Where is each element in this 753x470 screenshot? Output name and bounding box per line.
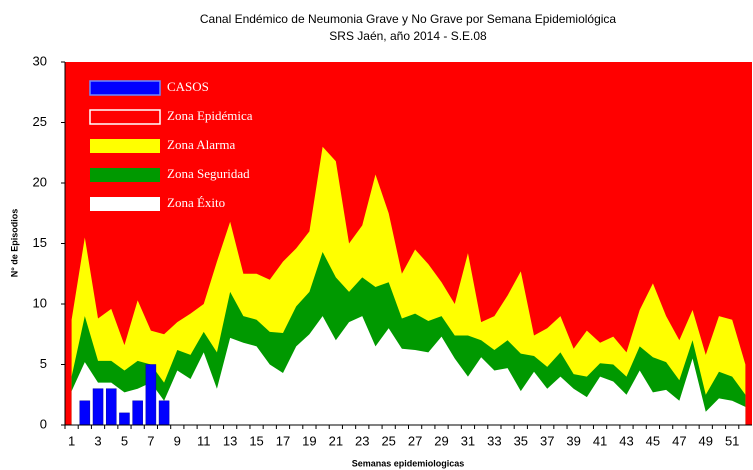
x-tick-label: 17 [276, 433, 290, 448]
legend-label: Zona Éxito [167, 195, 225, 210]
x-tick-label: 31 [461, 433, 475, 448]
legend-label: Zona Epidémica [167, 108, 253, 123]
x-tick-label: 1 [68, 433, 75, 448]
bar [92, 388, 104, 426]
x-tick-label: 19 [302, 433, 316, 448]
x-tick-label: 35 [514, 433, 528, 448]
x-tick-label: 3 [94, 433, 101, 448]
bar [119, 412, 130, 426]
bar [105, 388, 117, 426]
y-tick-label: 10 [33, 295, 47, 310]
bar [158, 400, 170, 426]
x-tick-label: 47 [672, 433, 686, 448]
legend-swatch [89, 109, 161, 125]
x-axis-label: Semanas epidemiologicas [352, 458, 465, 468]
area [71, 316, 746, 425]
y-axis-label: N° de Episodios [9, 209, 19, 278]
y-tick-label: 20 [33, 174, 47, 189]
y-tick-label: 15 [33, 235, 47, 250]
bar [132, 400, 143, 426]
x-tick-label: 5 [121, 433, 128, 448]
y-tick-label: 25 [33, 114, 47, 129]
x-tick-label: 29 [434, 433, 448, 448]
legend-swatch [90, 139, 160, 153]
legend-label: Zona Seguridad [167, 166, 250, 181]
x-tick-label: 21 [329, 433, 343, 448]
legend-label: Zona Alarma [167, 137, 235, 152]
y-tick-label: 5 [40, 356, 47, 371]
legend-label: CASOS [167, 79, 209, 94]
chart-subtitle: SRS Jaén, año 2014 - S.E.08 [329, 29, 487, 43]
x-tick-label: 25 [381, 433, 395, 448]
x-tick-label: 45 [646, 433, 660, 448]
bar [79, 400, 91, 426]
y-tick-label: 0 [40, 416, 47, 431]
legend-swatch [89, 80, 161, 96]
chart-title: Canal Endémico de Neumonia Grave y No Gr… [200, 12, 617, 26]
x-tick-label: 9 [174, 433, 181, 448]
x-tick-label: 33 [487, 433, 501, 448]
x-tick-label: 37 [540, 433, 554, 448]
x-tick-label: 27 [408, 433, 422, 448]
x-tick-label: 13 [223, 433, 237, 448]
x-tick-label: 23 [355, 433, 369, 448]
x-tick-label: 49 [699, 433, 713, 448]
x-tick-label: 11 [197, 433, 211, 448]
y-tick-label: 30 [33, 53, 47, 68]
bar [145, 364, 157, 426]
legend-swatch [90, 197, 160, 211]
x-tick-label: 39 [566, 433, 580, 448]
x-tick-label: 41 [593, 433, 607, 448]
legend-swatch [90, 168, 160, 182]
x-tick-label: 43 [619, 433, 633, 448]
x-tick-label: 7 [147, 433, 154, 448]
x-tick-label: 51 [725, 433, 739, 448]
x-tick-label: 15 [249, 433, 263, 448]
